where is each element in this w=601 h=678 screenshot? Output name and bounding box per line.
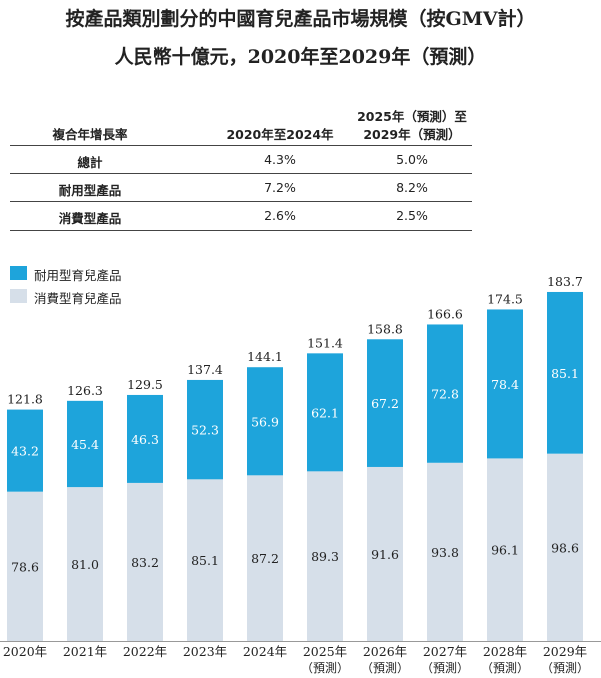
- bar-durable: [187, 379, 223, 480]
- x-tick-sublabel: （預測）: [361, 661, 409, 675]
- legend-label-durable: 耐用型育兒產品: [34, 268, 122, 283]
- bar-consumable: [427, 462, 463, 641]
- bar-consumable: [247, 475, 283, 641]
- bar-durable: [307, 353, 343, 472]
- cagr-column-historical: 2020年至2024年: [226, 127, 334, 142]
- data-label-durable: 45.4: [71, 437, 99, 452]
- data-label-durable: 43.2: [11, 444, 39, 459]
- legend-label-consumable: 消費型育兒產品: [34, 291, 122, 306]
- x-tick-label: 2023年: [183, 644, 227, 659]
- cagr-row-forecast-value: 5.0%: [396, 152, 428, 167]
- legend-swatch-consumable: [10, 289, 27, 303]
- chart-title-line-1: 按產品類別劃分的中國育兒產品市場規模（按GMV計）: [65, 8, 536, 30]
- cagr-row-historical-value: 2.6%: [264, 208, 296, 223]
- cagr-row-historical-value: 4.3%: [264, 152, 296, 167]
- data-label-consumable: 98.6: [551, 540, 579, 555]
- data-label-consumable: 87.2: [251, 551, 279, 566]
- data-label-durable: 62.1: [311, 405, 339, 420]
- cagr-row-label: 總計: [77, 155, 103, 170]
- data-label-total: 121.8: [7, 392, 43, 407]
- cagr-column-label: 複合年增長率: [52, 127, 128, 142]
- data-label-total: 174.5: [487, 291, 523, 306]
- cagr-row-durable: 耐用型產品 7.2% 8.2%: [10, 173, 472, 202]
- data-label-total: 158.8: [367, 321, 403, 336]
- data-label-durable: 46.3: [131, 432, 159, 447]
- x-tick-sublabel: （預測）: [301, 661, 349, 675]
- data-label-total: 144.1: [247, 349, 283, 364]
- bar-consumable: [547, 453, 583, 641]
- cagr-row-forecast-value: 8.2%: [396, 180, 428, 195]
- data-label-total: 126.3: [67, 383, 103, 398]
- data-label-consumable: 91.6: [371, 547, 399, 562]
- bar-consumable: [67, 487, 103, 641]
- bar-durable: [367, 339, 403, 467]
- data-label-consumable: 85.1: [191, 553, 219, 568]
- data-label-total: 129.5: [127, 377, 163, 392]
- bar-consumable: [307, 471, 343, 641]
- bar-durable: [487, 309, 523, 459]
- bar-durable: [427, 324, 463, 463]
- data-label-consumable: 96.1: [491, 543, 519, 558]
- bar-consumable: [367, 466, 403, 641]
- data-label-durable: 52.3: [191, 423, 219, 438]
- bar-consumable: [187, 479, 223, 641]
- data-label-consumable: 81.0: [71, 557, 99, 572]
- x-tick-sublabel: （預測）: [541, 661, 589, 675]
- x-tick-label: 2022年: [123, 644, 167, 659]
- legend-swatch-durable: [10, 266, 27, 280]
- x-tick-sublabel: （預測）: [421, 661, 469, 675]
- x-tick-label: 2024年: [243, 644, 287, 659]
- cagr-row-label: 消費型產品: [58, 211, 122, 226]
- bar-durable: [7, 409, 43, 492]
- data-label-durable: 85.1: [551, 366, 579, 381]
- cagr-table-header: 複合年增長率 2020年至2024年 2025年（預測）至 2029年（預測）: [10, 100, 472, 146]
- data-label-consumable: 89.3: [311, 549, 339, 564]
- data-label-total: 183.7: [547, 274, 583, 289]
- x-tick-label: 2020年: [3, 644, 47, 659]
- bar-durable: [547, 291, 583, 454]
- x-tick-label: 2025年: [303, 644, 347, 659]
- chart-title-line-2: 人民幣十億元，2020年至2029年（預測）: [114, 46, 487, 68]
- cagr-row-label: 耐用型產品: [58, 183, 122, 198]
- cagr-row-forecast-value: 2.5%: [396, 208, 428, 223]
- x-tick-label: 2021年: [63, 644, 107, 659]
- bar-consumable: [7, 491, 43, 641]
- x-tick-sublabel: （預測）: [481, 661, 529, 675]
- x-tick-label: 2028年: [483, 644, 527, 659]
- bar-durable: [127, 394, 163, 483]
- bar-consumable: [127, 482, 163, 641]
- bar-consumable: [487, 458, 523, 641]
- x-tick-label: 2026年: [363, 644, 407, 659]
- data-label-total: 151.4: [307, 335, 343, 350]
- data-label-durable: 67.2: [371, 396, 399, 411]
- cagr-row-historical-value: 7.2%: [264, 180, 296, 195]
- x-tick-label: 2029年: [543, 644, 587, 659]
- cagr-column-forecast-line-2: 2029年（預測）: [363, 127, 461, 142]
- data-label-durable: 72.8: [431, 387, 459, 402]
- data-label-consumable: 78.6: [11, 559, 39, 574]
- data-label-total: 137.4: [187, 362, 223, 377]
- bar-durable: [67, 400, 103, 488]
- data-label-durable: 56.9: [251, 414, 279, 429]
- data-label-consumable: 83.2: [131, 555, 159, 570]
- x-tick-label: 2027年: [423, 644, 467, 659]
- data-label-durable: 78.4: [491, 377, 519, 392]
- data-label-consumable: 93.8: [431, 545, 459, 560]
- data-label-total: 166.6: [427, 306, 463, 321]
- bar-durable: [247, 367, 283, 476]
- cagr-row-total: 總計 4.3% 5.0%: [10, 145, 472, 174]
- cagr-column-forecast-line-1: 2025年（預測）至: [357, 109, 467, 124]
- cagr-row-consumable: 消費型產品 2.6% 2.5%: [10, 201, 472, 231]
